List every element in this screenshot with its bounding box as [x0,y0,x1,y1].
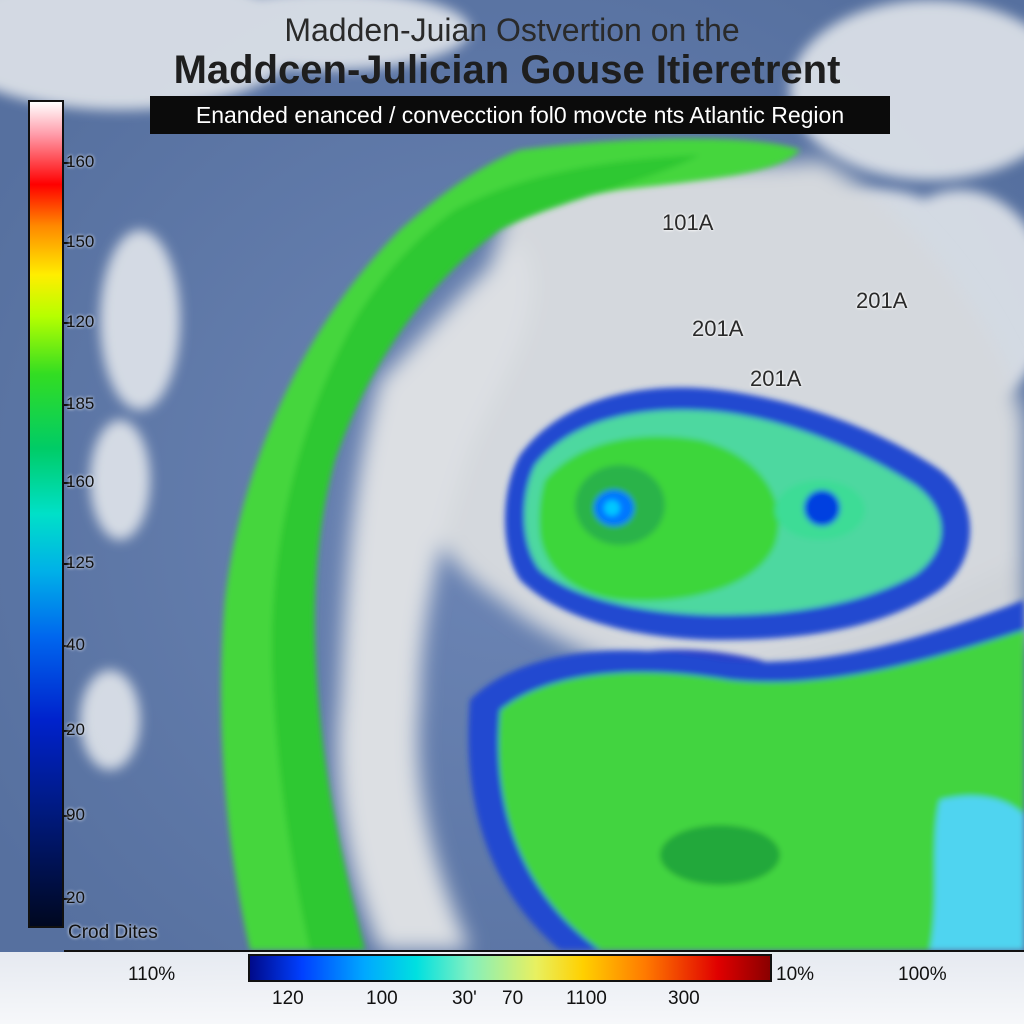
colorbar-tick [64,162,72,164]
bottom-axis-line [64,950,1024,952]
colorbar-tick-label: 120 [66,312,95,331]
colorbar-tick-label: 160 [66,152,95,171]
map-label: 201A [856,288,908,313]
colorbar-tick-label: 150 [66,232,95,251]
title-line-2: Maddcen-Julician Gouse Itieretrent [173,48,841,92]
map-label: 201A [750,366,802,391]
colorbar-tick-label: 125 [66,553,95,572]
horizontal-colorbar [248,954,772,982]
colorbar-tick-label: 20 [66,720,85,739]
horizontal-colorbar-tick-label: 1100 [566,988,607,1009]
colorbar-tick [64,563,72,565]
axis-label-left: 110% [128,964,176,985]
colorbar-tick [64,404,72,406]
colorbar-tick [64,815,72,817]
colorbar-tick [64,898,72,900]
colorbar-tick [64,322,72,324]
colorbar-tick [64,645,72,647]
colorbar-tick-label: 185 [66,394,95,413]
colorbar-tick [64,730,72,732]
colorbar-tick [64,242,72,244]
horizontal-colorbar-tick-label: 120 [272,988,304,1009]
subtitle-banner: Enanded enanced / convecction fol0 movct… [150,96,890,134]
colorbar-tick-label: 90 [66,805,85,824]
title-line-1: Madden-Juian Ostvertion on the [284,12,740,48]
horizontal-colorbar-tick-label: 100 [366,988,398,1009]
colorbar-tick-label: 160 [66,472,95,491]
colorbar-footer-label: Crod Dites [68,922,158,943]
axis-label-right: 10% [776,964,815,985]
colorbar-tick-label: 20 [66,888,85,907]
colorbar-tick [64,482,72,484]
horizontal-colorbar-tick-label: 30' [452,988,477,1009]
horizontal-colorbar-tick-label: 300 [668,988,700,1009]
convection-green-arc [221,138,800,950]
vertical-colorbar [28,100,64,928]
enhanced-convection-system [468,387,1024,950]
map-label: 101A [662,210,714,235]
colorbar-tick-label: 40 [66,635,85,654]
axis-label-right: 100% [898,964,947,985]
horizontal-colorbar-tick-label: 70 [502,988,524,1009]
map-label: 201A [692,316,744,341]
